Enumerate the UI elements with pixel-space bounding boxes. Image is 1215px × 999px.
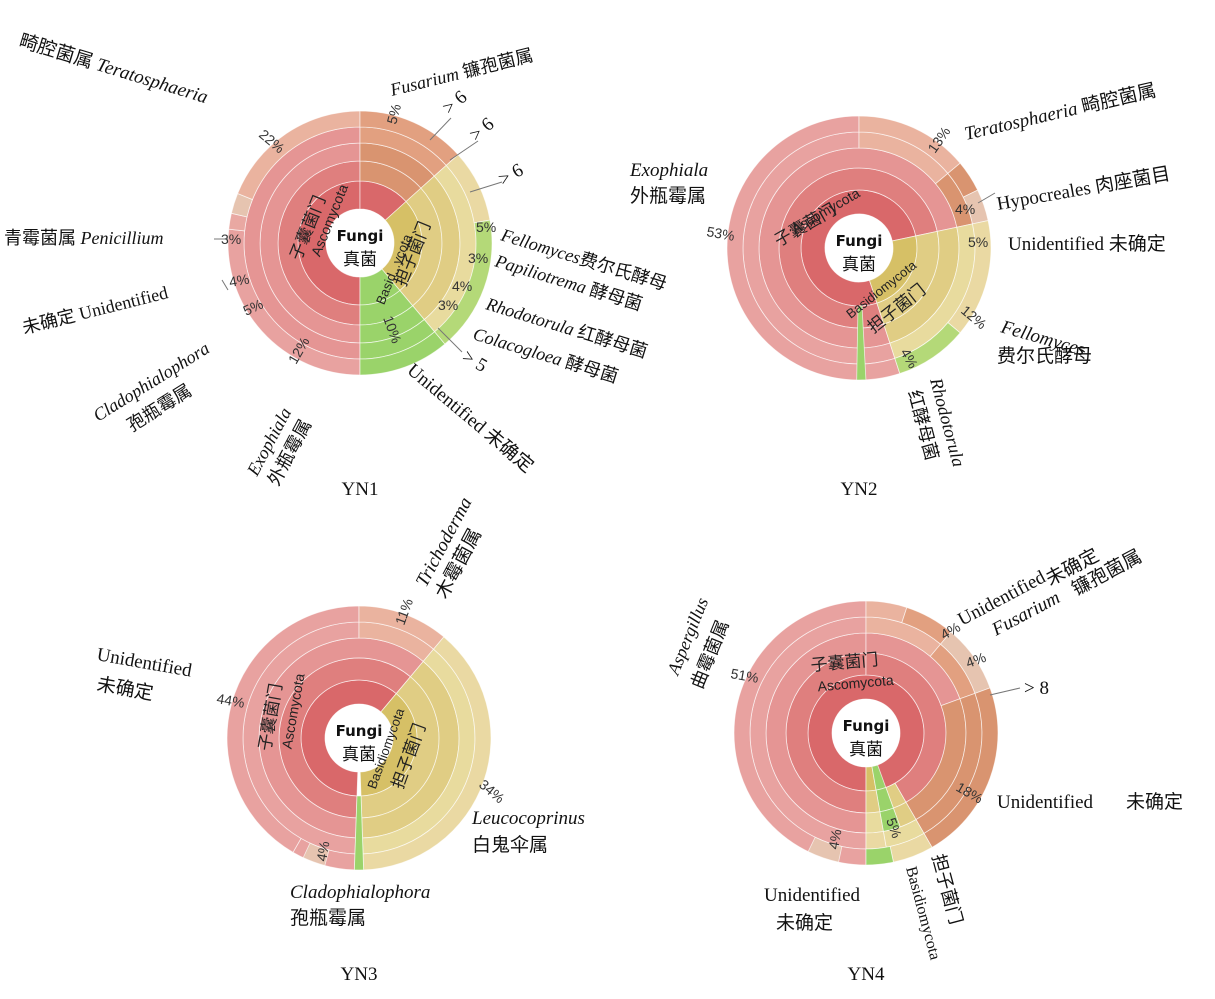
- chart-label: 5%: [476, 219, 496, 235]
- leader-line: [449, 140, 479, 161]
- chart-label: 3%: [438, 297, 458, 313]
- chart-label: > 5: [459, 346, 491, 377]
- sunburst-wedge: [894, 321, 961, 375]
- chart-label: 4%: [825, 828, 844, 851]
- center-label-cn: 真菌: [343, 250, 377, 269]
- center-label-en: Fungi: [337, 227, 384, 245]
- chart-label: 5%: [241, 296, 266, 319]
- center-label-en: Fungi: [843, 717, 890, 735]
- chart-label: > 6: [466, 114, 499, 146]
- leader-line: [437, 327, 463, 353]
- chart-label: 担子菌门: [928, 852, 966, 927]
- center-hole: [326, 209, 394, 277]
- chart-label: 白鬼伞属: [472, 834, 548, 856]
- panel-label: YN4: [848, 964, 885, 985]
- center-hole: [825, 214, 893, 282]
- segment-label: 畸腔菌属 Teratosphaeria: [17, 30, 211, 108]
- chart-label: 5%: [883, 816, 905, 840]
- chart-label: 5%: [383, 102, 404, 126]
- green-sliver: [856, 305, 867, 381]
- sunburst-wedge: [359, 331, 446, 376]
- center-label-cn: 真菌: [849, 740, 883, 759]
- chart-label: 3%: [221, 231, 241, 247]
- chart-label: 53%: [705, 223, 735, 244]
- center-hole: [325, 704, 393, 772]
- chart-label: 未确定: [1126, 791, 1183, 813]
- chart-label: 44%: [215, 690, 245, 711]
- chart-label: 外瓶霉属: [630, 185, 706, 207]
- chart-label: 未确定: [776, 912, 833, 934]
- panel-label: YN2: [841, 479, 878, 500]
- center-label-cn: 真菌: [842, 255, 876, 274]
- leader-line: [989, 687, 1021, 696]
- segment-label: Teratosphaeria 畸腔菌属: [962, 79, 1158, 145]
- chart-label: 孢瓶霉属: [290, 907, 366, 929]
- chart-label: > 8: [1024, 678, 1049, 699]
- chart-label: Leucocoprinus: [471, 808, 585, 829]
- leader-line: [469, 181, 503, 193]
- panel-label: YN1: [342, 479, 379, 500]
- chart-label: 费尔氏酵母: [997, 345, 1092, 367]
- chart-label: 4%: [452, 278, 472, 294]
- center-hole: [832, 699, 900, 767]
- segment-label: Hypocreales 肉座菌目: [995, 163, 1172, 215]
- leader-line: [221, 279, 229, 291]
- chart-label: 未确定: [95, 673, 155, 705]
- chart-label: 4%: [228, 271, 251, 290]
- chart-label: 51%: [729, 665, 759, 686]
- chart-label: > 6: [495, 160, 527, 191]
- segment-label: Unidentified 未确定: [403, 359, 538, 477]
- sunburst-wedge: [302, 842, 330, 866]
- sunburst-yn2: Fungi真菌子囊菌门AscomycotaBasidiomycota担子菌门53…: [629, 79, 1172, 500]
- sunburst-wedge: [807, 836, 843, 863]
- sunburst-wedge: [865, 831, 887, 850]
- leader-line: [977, 192, 996, 204]
- chart-label: Unidentified: [764, 885, 861, 906]
- panel-label: YN3: [341, 964, 378, 985]
- segment-label: Unidentified 未确定: [1008, 233, 1166, 255]
- chart-label: Exophiala: [629, 160, 708, 181]
- phylum-label-en: Ascomycota: [817, 672, 895, 695]
- sunburst-yn4: Fungi真菌子囊菌门Ascomycota51%4%4%18%5%4%Unide…: [663, 544, 1183, 985]
- chart-label: 5%: [968, 234, 988, 250]
- chart-label: > 6: [439, 87, 472, 119]
- center-label-en: Fungi: [336, 722, 383, 740]
- chart-label: Cladophialophora: [290, 882, 430, 903]
- segment-label: 青霉菌属 Penicillium: [4, 228, 163, 248]
- sunburst-wedge: [865, 811, 884, 834]
- chart-label: 4%: [964, 649, 988, 671]
- green-sliver: [353, 795, 365, 871]
- center-label-en: Fungi: [836, 232, 883, 250]
- center-label-cn: 真菌: [342, 745, 376, 764]
- segment-label: 未确定 Unidentified: [20, 282, 170, 338]
- sunburst-wedge: [865, 845, 894, 866]
- chart-label: 3%: [468, 250, 488, 266]
- chart-label: Unidentified: [997, 792, 1094, 813]
- chart-label: 4%: [955, 201, 975, 217]
- chart-label: 4%: [313, 840, 332, 863]
- sunburst-yn1: Fungi真菌子囊菌门AscomycotaBasid...ycota担子菌门22…: [4, 30, 669, 500]
- leader-line: [429, 117, 452, 141]
